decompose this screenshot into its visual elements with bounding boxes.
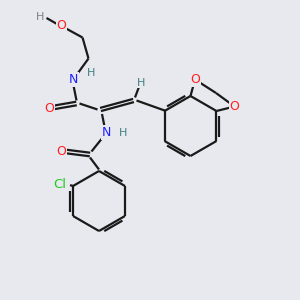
Text: O: O (190, 73, 200, 86)
Text: O: O (230, 100, 239, 113)
Text: O: O (57, 145, 66, 158)
Text: O: O (57, 19, 66, 32)
Text: Cl: Cl (53, 178, 66, 191)
Text: H: H (87, 68, 96, 78)
Text: N: N (69, 73, 78, 86)
Text: H: H (119, 128, 127, 139)
Text: H: H (36, 11, 45, 22)
Text: H: H (137, 77, 145, 88)
Text: N: N (102, 125, 111, 139)
Text: O: O (45, 101, 54, 115)
